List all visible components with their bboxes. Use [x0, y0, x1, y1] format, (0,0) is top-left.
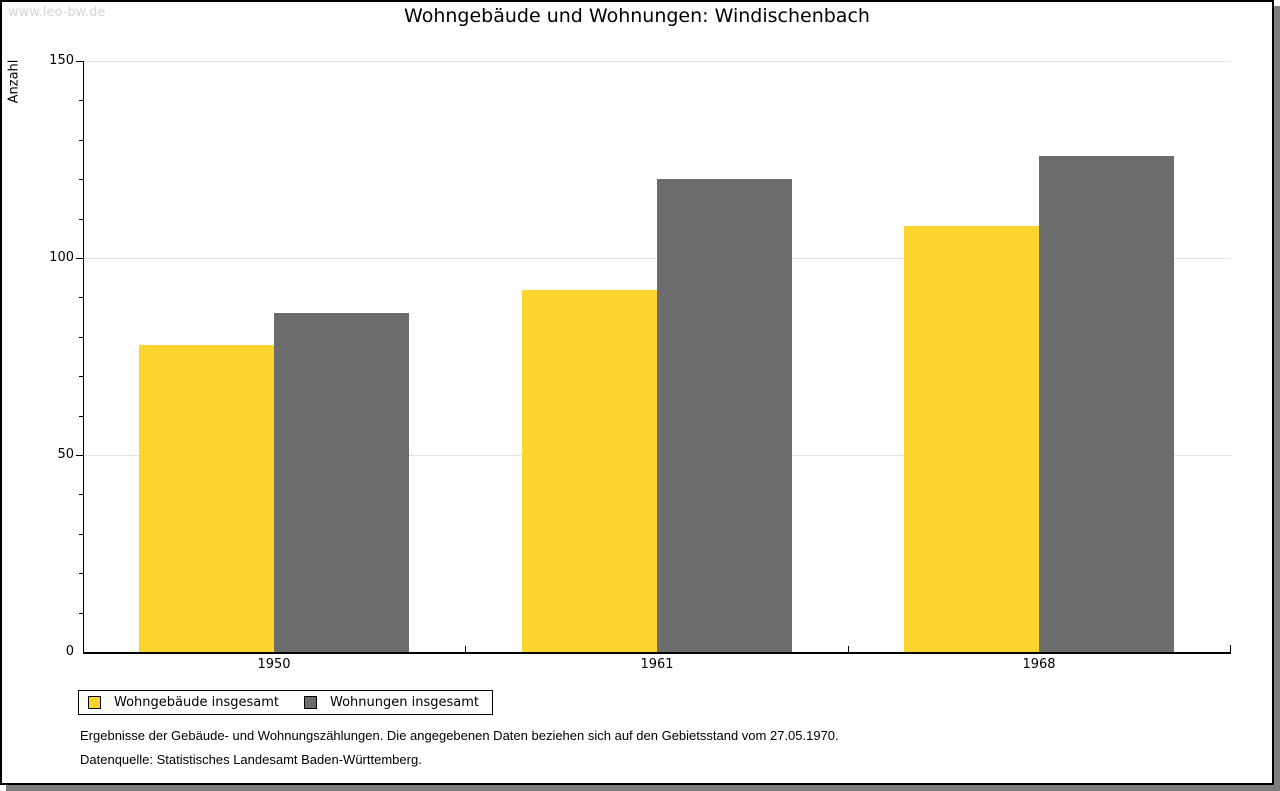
legend-swatch-wohnungen: [304, 696, 317, 709]
y-minor-tick-140: [79, 100, 83, 102]
x-tick-label-1968: 1968: [1022, 657, 1056, 672]
footnote-gebietsstand: Ergebnisse der Gebäude- und Wohnungszähl…: [80, 728, 839, 743]
y-minor-tick-60: [79, 415, 83, 417]
footnote-datenquelle: Datenquelle: Statistisches Landesamt Bad…: [80, 752, 422, 767]
y-minor-tick-30: [79, 533, 83, 535]
x-axis-end-tick: [1230, 645, 1231, 652]
chart-title: Wohngebäude und Wohnungen: Windischenbac…: [404, 5, 870, 27]
x-tick-label-1961: 1961: [640, 657, 674, 672]
plot-area: 0 50 100 150 1950 1961 1968: [2, 2, 1272, 783]
y-minor-tick-120: [79, 179, 83, 181]
y-axis: [83, 61, 84, 652]
y-tick-label-100: 100: [49, 250, 74, 265]
watermark: www.leo-bw.de: [8, 5, 106, 20]
bar-wohnungen-insgesamt-1961: [657, 179, 792, 652]
y-minor-tick-110: [79, 218, 83, 220]
bar-wohngeb-ude-insgesamt-1950: [139, 345, 274, 652]
gridline-150: [84, 61, 1231, 62]
bar-wohnungen-insgesamt-1968: [1039, 156, 1174, 652]
legend: Wohngebäude insgesamt Wohnungen insgesam…: [78, 690, 493, 715]
legend-label-wohnungen: Wohnungen insgesamt: [330, 695, 479, 710]
bar-wohngeb-ude-insgesamt-1961: [522, 290, 657, 652]
y-minor-tick-70: [79, 376, 83, 378]
y-tick-label-50: 50: [57, 447, 74, 462]
x-boundary-tick-1: [465, 646, 466, 652]
legend-label-wohngebaeude: Wohngebäude insgesamt: [114, 695, 279, 710]
y-major-tick-100: [76, 258, 83, 259]
x-tick-label-1950: 1950: [257, 657, 291, 672]
y-tick-label-0: 0: [65, 644, 74, 659]
legend-swatch-wohngebaeude: [88, 696, 101, 709]
y-major-tick-150: [76, 61, 83, 62]
y-major-tick-50: [76, 455, 83, 456]
bar-wohnungen-insgesamt-1950: [274, 313, 409, 652]
x-boundary-tick-2: [848, 646, 849, 652]
bar-wohngeb-ude-insgesamt-1968: [904, 226, 1039, 652]
y-minor-tick-20: [79, 573, 83, 575]
y-tick-label-150: 150: [49, 53, 74, 68]
y-minor-tick-40: [79, 494, 83, 496]
y-minor-tick-130: [79, 139, 83, 141]
y-minor-tick-90: [79, 297, 83, 299]
x-axis: [83, 652, 1231, 654]
y-minor-tick-10: [79, 612, 83, 614]
y-minor-tick-80: [79, 336, 83, 338]
